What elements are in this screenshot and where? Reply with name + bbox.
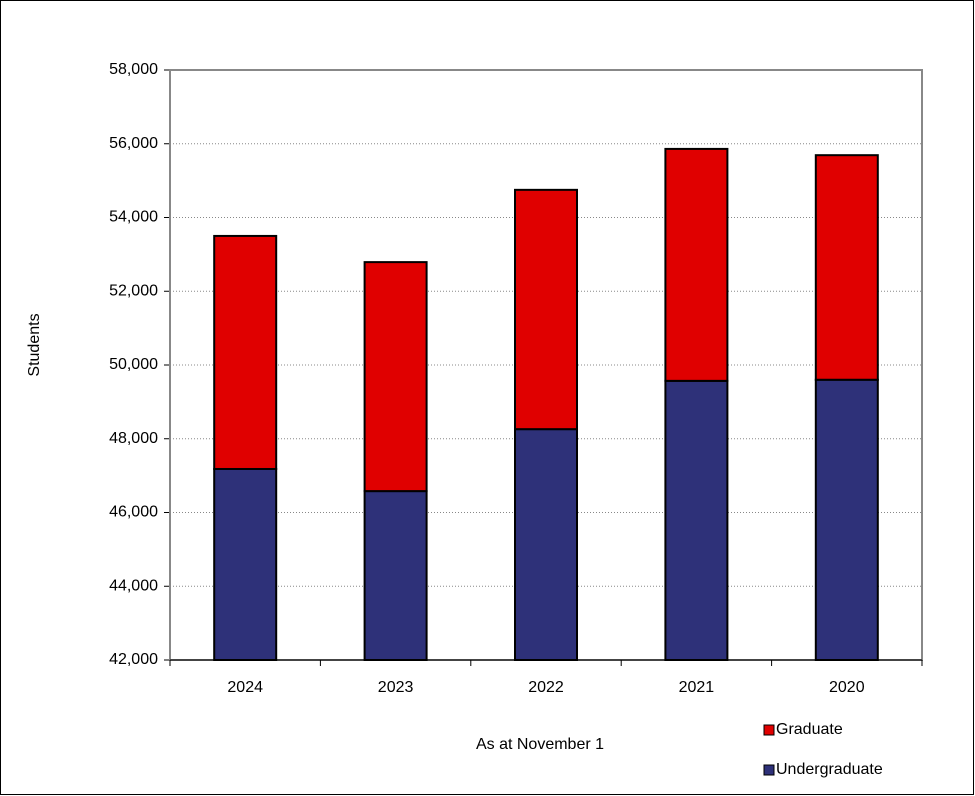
y-tick-label: 58,000 xyxy=(109,61,158,78)
bar-segment xyxy=(664,147,729,382)
y-tick-label: 44,000 xyxy=(109,577,158,594)
legend-label: Graduate xyxy=(776,721,843,738)
bar-segment xyxy=(363,261,428,493)
y-tick-label: 56,000 xyxy=(109,135,158,152)
x-tick-label: 2022 xyxy=(528,679,564,696)
x-tick-label: 2024 xyxy=(227,679,263,696)
y-tick-label: 46,000 xyxy=(109,504,158,521)
bar-segment xyxy=(514,188,578,431)
y-tick-label: 42,000 xyxy=(109,651,158,668)
y-tick-label: 50,000 xyxy=(109,356,158,373)
bar-segment xyxy=(514,428,578,661)
bar-segment xyxy=(664,379,729,661)
x-axis-label: As at November 1 xyxy=(476,736,604,753)
y-tick-label: 52,000 xyxy=(109,282,158,299)
legend-swatch xyxy=(763,724,775,736)
y-axis-label: Students xyxy=(26,313,43,376)
bar-segment xyxy=(814,154,879,381)
legend-swatch xyxy=(763,764,775,776)
bar-segment xyxy=(363,490,428,661)
bar-segment xyxy=(213,234,278,470)
y-tick-label: 54,000 xyxy=(109,209,158,226)
y-tick-label: 48,000 xyxy=(109,430,158,447)
bar-segment xyxy=(814,378,879,661)
legend-label: Undergraduate xyxy=(776,761,883,778)
x-tick-label: 2021 xyxy=(679,679,715,696)
x-tick-label: 2023 xyxy=(378,679,414,696)
bar-segment xyxy=(213,467,278,661)
x-tick-label: 2020 xyxy=(829,679,865,696)
